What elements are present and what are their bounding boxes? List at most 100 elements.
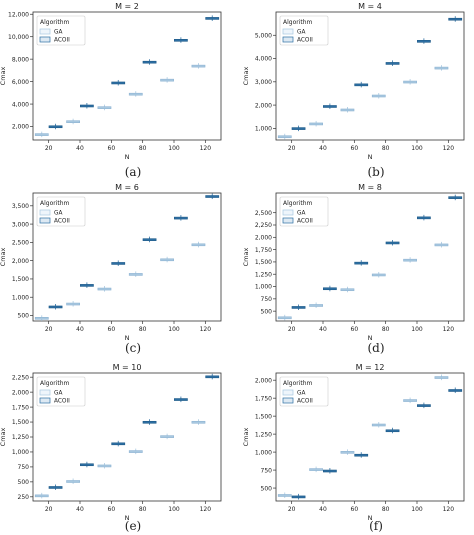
ga-box <box>66 302 80 306</box>
acoii-box <box>323 287 337 291</box>
legend-swatch <box>282 209 294 216</box>
acoii-box <box>48 305 63 309</box>
ga-box <box>309 304 323 307</box>
chart-panel: M = 6 500 1,000 1,500 2,000 2,500 3,000 3,500 20… <box>0 183 222 355</box>
y-tick-label: 1,250 <box>255 431 272 438</box>
y-tick-label: 3,500 <box>12 203 29 210</box>
legend: Algorithm GA ACOII <box>279 376 329 407</box>
acoii-box <box>354 83 369 87</box>
acoii-box <box>417 404 431 407</box>
ga-box <box>309 122 323 126</box>
y-tick-label: 2,500 <box>12 240 29 247</box>
ga-box <box>371 423 386 427</box>
y-axis-label: Cmax <box>242 427 250 446</box>
x-axis-label: N <box>368 334 373 342</box>
axes-frame <box>32 11 222 141</box>
chart-title: M = 6 <box>115 183 139 192</box>
ga-box <box>277 135 292 139</box>
acoii-box <box>291 306 306 309</box>
x-tick-label: 80 <box>382 326 390 333</box>
y-tick-label: 1,000 <box>255 126 272 133</box>
y-tick-label: 500 <box>18 313 30 320</box>
ga-box <box>340 451 355 454</box>
x-tick-label: 80 <box>382 506 390 513</box>
y-axis-label: Cmax <box>0 66 7 85</box>
acoii-box <box>323 469 337 473</box>
legend-entry: ACOII <box>54 219 70 225</box>
x-tick-label: 40 <box>76 145 84 152</box>
ga-box <box>191 243 206 247</box>
legend-entry: GA <box>54 30 62 36</box>
x-tick-label: 20 <box>45 145 53 152</box>
legend-swatch <box>39 389 51 396</box>
y-tick-label: 1,750 <box>12 404 29 411</box>
acoii-box <box>291 495 306 499</box>
x-tick-label: 120 <box>200 145 212 152</box>
legend-swatch <box>282 217 294 224</box>
acoii-box <box>174 216 188 220</box>
y-axis-label: Cmax <box>0 427 7 446</box>
x-tick-label: 40 <box>319 506 327 513</box>
acoii-box <box>385 429 400 433</box>
axes-frame <box>275 11 465 141</box>
acoii-box <box>291 127 306 130</box>
y-tick-label: 1,000 <box>255 449 272 456</box>
acoii-box <box>323 105 337 108</box>
acoii-box <box>80 284 94 287</box>
chart-panel: M = 2 2,000 4,000 6,000 8,000 10,000 12,000 20 4… <box>0 2 222 179</box>
axes-frame <box>32 192 222 322</box>
y-axis-label: Cmax <box>242 66 250 85</box>
ga-box <box>191 64 206 68</box>
y-tick-label: 4,000 <box>255 56 272 63</box>
legend-entry: GA <box>54 211 62 217</box>
ga-box <box>34 317 49 320</box>
ga-box <box>128 92 143 96</box>
axes-frame <box>275 372 465 502</box>
x-axis-label: N <box>368 153 373 161</box>
ga-box <box>371 94 386 98</box>
y-tick-label: 2,000 <box>12 124 29 131</box>
acoii-box <box>48 125 63 129</box>
x-tick-label: 20 <box>45 506 53 513</box>
x-tick-label: 20 <box>288 326 296 333</box>
ga-box <box>191 420 206 424</box>
chart-title: M = 2 <box>115 2 139 11</box>
y-tick-label: 3,000 <box>255 79 272 86</box>
x-tick-label: 40 <box>319 326 327 333</box>
ga-box <box>34 133 49 136</box>
x-tick-label: 100 <box>168 506 180 513</box>
legend-entry: GA <box>297 30 305 36</box>
y-axis-label: Cmax <box>242 247 250 266</box>
legend-entry: GA <box>54 391 62 397</box>
ga-box <box>66 120 80 124</box>
legend-title: Algorithm <box>40 19 70 26</box>
legend-swatch <box>39 28 51 35</box>
acoii-box <box>354 453 369 457</box>
x-axis-label: N <box>125 514 130 522</box>
ga-box <box>403 258 417 262</box>
acoii-box <box>205 195 220 198</box>
y-tick-label: 1,000 <box>12 449 29 456</box>
legend-entry: GA <box>297 211 305 217</box>
y-tick-label: 8,000 <box>12 56 29 63</box>
y-tick-label: 1,500 <box>12 276 29 283</box>
y-tick-label: 1,500 <box>255 259 272 266</box>
legend-title: Algorithm <box>40 380 70 387</box>
y-axis-label: Cmax <box>0 247 7 266</box>
legend-title: Algorithm <box>283 19 313 26</box>
legend-swatch <box>39 217 51 224</box>
y-tick-label: 10,000 <box>8 34 29 41</box>
y-tick-label: 4,000 <box>12 101 29 108</box>
legend-entry: ACOII <box>297 399 313 405</box>
legend-title: Algorithm <box>40 200 70 207</box>
x-tick-label: 80 <box>139 326 147 333</box>
acoii-box <box>205 17 220 20</box>
acoii-box <box>174 398 188 401</box>
ga-box <box>97 464 112 468</box>
legend-swatch <box>282 28 294 35</box>
ga-box <box>160 435 174 438</box>
x-tick-label: 60 <box>351 145 359 152</box>
ga-box <box>277 494 292 497</box>
ga-box <box>128 450 143 453</box>
acoii-box <box>142 238 157 241</box>
